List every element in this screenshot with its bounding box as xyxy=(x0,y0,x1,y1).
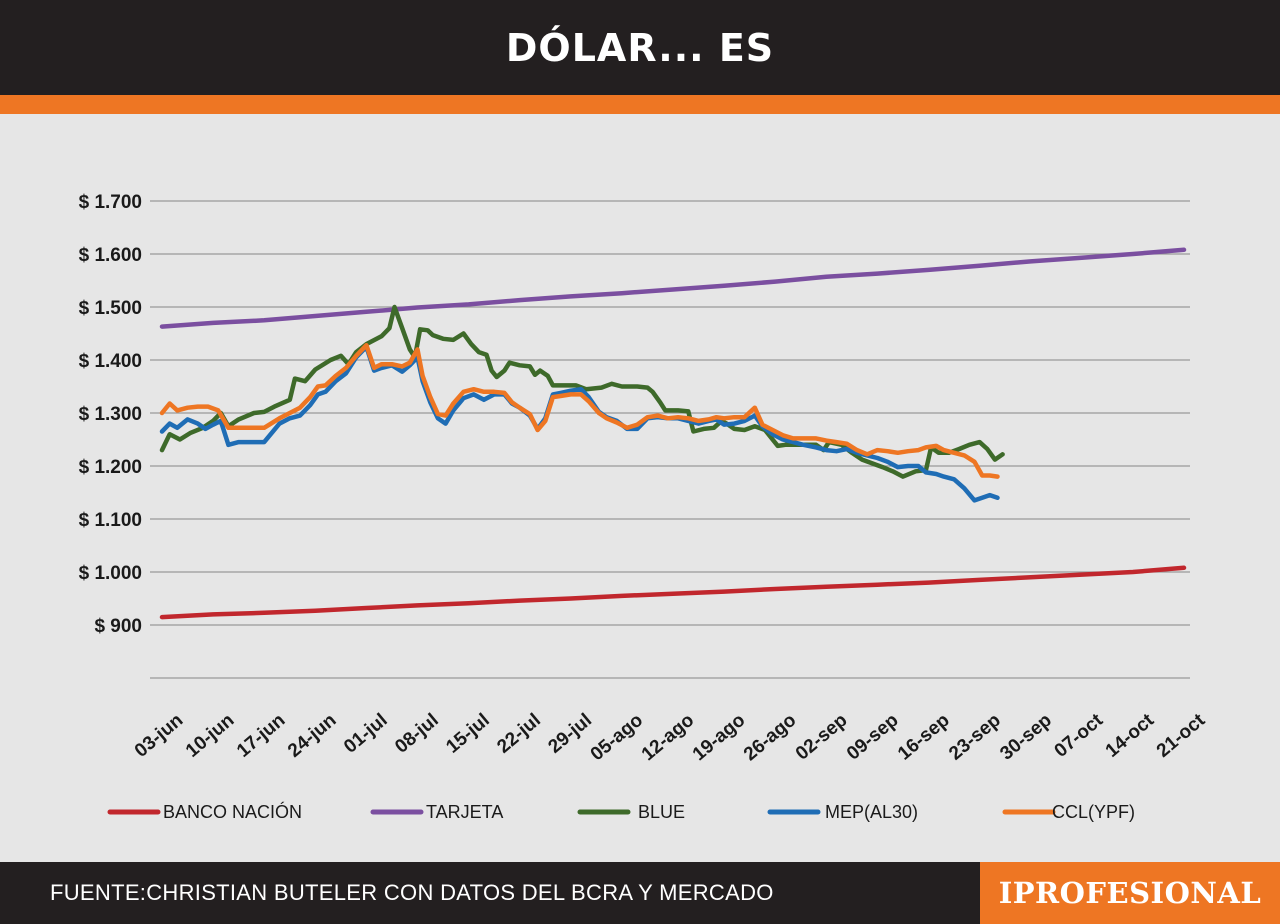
x-tick-label: 09-sep xyxy=(843,710,903,765)
legend-label: TARJETA xyxy=(426,802,503,822)
legend-label: BANCO NACIÓN xyxy=(163,801,302,822)
footer-bar: FUENTE:CHRISTIAN BUTELER CON DATOS DEL B… xyxy=(0,862,1280,924)
x-tick-label: 23-sep xyxy=(945,710,1005,765)
series-line-tarjeta xyxy=(159,247,1187,329)
brand-logo: IPROFESIONAL xyxy=(980,862,1280,924)
x-tick-label: 02-sep xyxy=(792,710,852,765)
x-tick-label: 07-oct xyxy=(1051,709,1108,761)
legend-label: MEP(AL30) xyxy=(825,802,918,822)
x-tick-label: 24-jun xyxy=(284,710,340,762)
series-lines xyxy=(159,247,1187,620)
legend-label: CCL(YPF) xyxy=(1052,802,1135,822)
x-tick-label: 10-jun xyxy=(182,710,238,762)
y-tick-label: $ 1.600 xyxy=(79,245,142,266)
y-tick-label: $ 1.200 xyxy=(79,457,142,478)
legend: BANCO NACIÓN TARJETA BLUE MEP(AL30) CCL(YPF) xyxy=(107,801,1135,822)
line-chart: $ 900 $ 1.000 $ 1.100 $ 1.200 $ 1.300 $ 1.400… xyxy=(79,192,1210,822)
y-tick-label: $ 1.500 xyxy=(79,298,142,319)
y-tick-label: $ 1.400 xyxy=(79,351,142,372)
x-tick-label: 05-ago xyxy=(587,710,647,765)
header-bar: DÓLAR... ES xyxy=(0,0,1280,95)
y-tick-label: $ 900 xyxy=(94,616,142,637)
x-tick-label: 08-jul xyxy=(391,710,443,758)
y-axis-ticks: $ 900 $ 1.000 $ 1.100 $ 1.200 $ 1.300 $ 1.400… xyxy=(79,192,142,637)
x-tick-label: 30-sep xyxy=(996,710,1056,765)
x-tick-label: 22-jul xyxy=(493,710,545,758)
y-tick-label: $ 1.300 xyxy=(79,404,142,425)
legend-label: BLUE xyxy=(638,802,685,822)
source-note: FUENTE:CHRISTIAN BUTELER CON DATOS DEL B… xyxy=(50,880,774,905)
x-tick-label: 17-jun xyxy=(233,710,289,762)
x-tick-label: 01-jul xyxy=(340,710,392,758)
x-tick-label: 15-jul xyxy=(442,710,494,758)
x-tick-label: 14-oct xyxy=(1102,709,1159,761)
series-line-mep-al30 xyxy=(159,344,1000,503)
x-tick-label: 19-ago xyxy=(689,710,749,765)
accent-bar xyxy=(0,95,1280,114)
series-line-ccl-ypf xyxy=(159,342,1000,479)
chart-title: DÓLAR... ES xyxy=(505,25,775,70)
y-tick-label: $ 1.100 xyxy=(79,510,142,531)
x-tick-label: 21-oct xyxy=(1153,709,1210,761)
brand-logo-text: IPROFESIONAL xyxy=(998,876,1262,910)
x-tick-label: 12-ago xyxy=(638,710,698,765)
x-tick-label: 03-jun xyxy=(131,710,187,762)
y-tick-label: $ 1.000 xyxy=(79,563,142,584)
series-line-blue xyxy=(159,304,1005,479)
series-line-banco-naci-n xyxy=(159,565,1187,620)
x-tick-label: 26-ago xyxy=(740,710,800,765)
y-tick-label: $ 1.700 xyxy=(79,192,142,213)
grid-lines xyxy=(150,200,1190,679)
x-tick-label: 16-sep xyxy=(894,710,954,765)
